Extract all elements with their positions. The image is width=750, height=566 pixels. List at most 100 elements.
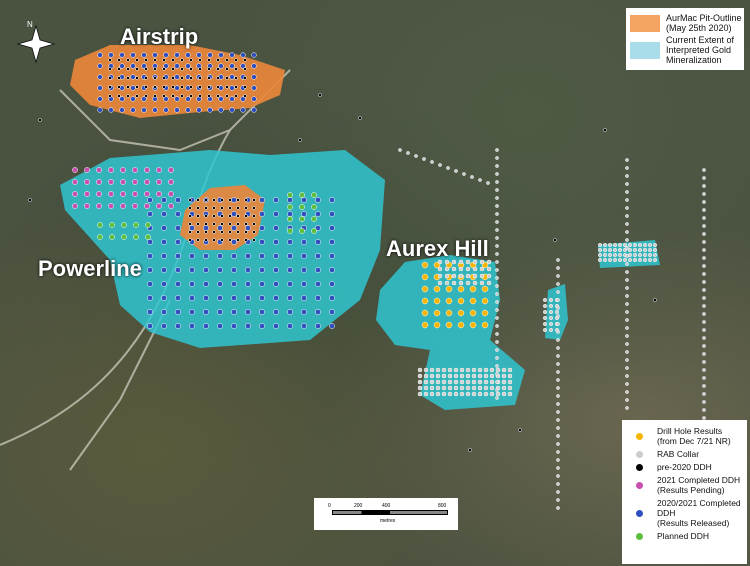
ddh-pre2020 [228,222,232,226]
ddh-planned [287,228,293,234]
drill-result [421,297,429,305]
rab-collar [495,332,499,336]
ddh-pre2020 [228,238,232,242]
ddh-released [245,225,251,231]
ddh-released [161,211,167,217]
ddh-released [245,253,251,259]
rab-collar [602,247,608,253]
ddh-released [175,295,181,301]
rab-collar [702,192,706,196]
ddh-pre2020 [244,206,248,210]
rab-collar [702,288,706,292]
rab-collar [444,273,450,279]
ddh-released [161,323,167,329]
legend-dot [636,509,643,517]
drill-result [481,309,489,317]
rab-collar [501,385,507,391]
rab-collar [501,373,507,379]
ddh-pending [120,203,126,209]
rab-collar [507,373,513,379]
ddh-pending [132,167,138,173]
ddh-pending [168,191,174,197]
rab-collar [495,252,499,256]
drill-result [457,321,465,329]
ddh-released [287,309,293,315]
ddh-pending [108,203,114,209]
rab-collar [471,385,477,391]
ddh-released [245,309,251,315]
ddh-released [287,281,293,287]
rab-collar [702,264,706,268]
ddh-released [161,281,167,287]
ddh-pre2020 [108,67,112,71]
rab-collar [451,280,457,286]
ddh-pre2020 [236,206,240,210]
ddh-pre2020 [144,76,148,80]
ddh-released [97,96,103,102]
ddh-pre2020 [108,58,112,62]
ddh-released [161,225,167,231]
ddh-released [147,211,153,217]
rab-collar [495,292,499,296]
ddh-planned [287,204,293,210]
rab-collar [556,394,560,398]
ddh-pending [120,191,126,197]
ddh-released [218,96,224,102]
ddh-released [251,63,257,69]
ddh-released [259,253,265,259]
rab-collar [429,367,435,373]
ddh-pre2020 [225,85,229,89]
ddh-pre2020 [212,222,216,226]
ddh-pre2020 [244,222,248,226]
ddh-released [175,281,181,287]
rab-collar [486,259,492,265]
ddh-pre2020 [144,94,148,98]
rab-collar [556,362,560,366]
ddh-released [231,211,237,217]
rab-collar [501,391,507,397]
ddh-pre2020 [216,58,220,62]
ddh-released [329,295,335,301]
ddh-pre2020 [153,58,157,62]
rab-collar [447,379,453,385]
rab-collar [542,321,548,327]
ddh-released [207,52,213,58]
ddh-released [287,267,293,273]
ddh-pre2020 [38,118,42,122]
drill-result [421,273,429,281]
ddh-pre2020 [144,58,148,62]
rab-collar [556,402,560,406]
ddh-pending [84,179,90,185]
ddh-pre2020 [236,222,240,226]
ddh-planned [121,222,127,228]
ddh-pre2020 [204,206,208,210]
rab-collar [556,282,560,286]
ddh-pre2020 [162,85,166,89]
ddh-released [259,323,265,329]
ddh-released [141,63,147,69]
ddh-released [315,239,321,245]
ddh-pre2020 [207,85,211,89]
ddh-pre2020 [171,76,175,80]
ddh-pre2020 [216,67,220,71]
north-label: N [27,20,33,29]
rab-collar [617,252,623,258]
ddh-released [287,211,293,217]
ddh-planned [311,228,317,234]
ddh-released [147,309,153,315]
ddh-pre2020 [252,222,256,226]
ddh-released [175,225,181,231]
rab-collar [495,391,501,397]
rab-collar [462,172,466,176]
ddh-pre2020 [236,230,240,234]
rab-collar [459,379,465,385]
ddh-released [203,323,209,329]
rab-collar [625,222,629,226]
rab-collar [702,184,706,188]
ddh-released [147,295,153,301]
rab-collar [437,259,443,265]
ddh-pending [156,179,162,185]
ddh-pending [72,179,78,185]
rab-collar [625,350,629,354]
rab-collar [702,376,706,380]
